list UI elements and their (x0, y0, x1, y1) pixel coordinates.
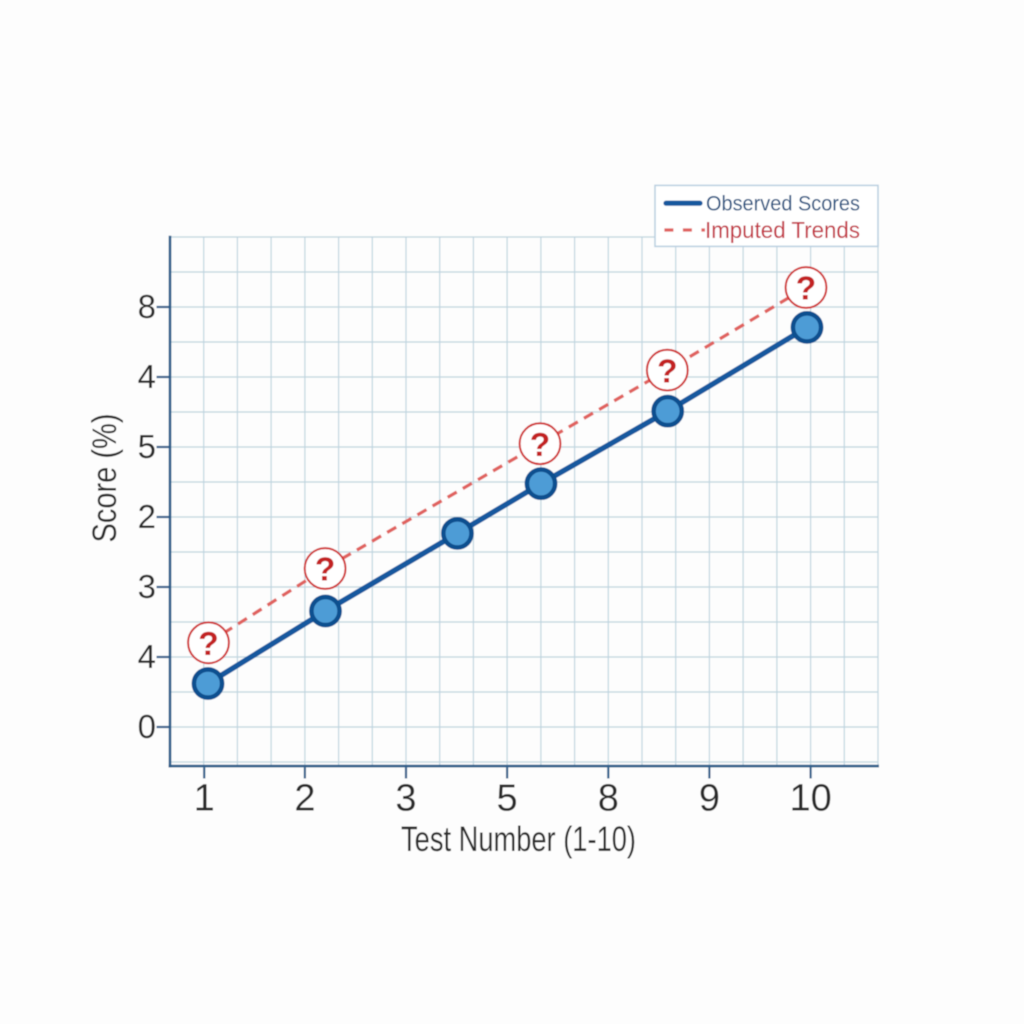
svg-text:2: 2 (138, 498, 156, 535)
svg-text:?: ? (198, 626, 218, 663)
svg-text:3: 3 (138, 568, 156, 605)
svg-text:0: 0 (138, 708, 156, 745)
svg-text:Test Number (1-10): Test Number (1-10) (401, 820, 636, 859)
svg-text:8: 8 (138, 288, 156, 325)
svg-text:4: 4 (138, 358, 156, 395)
svg-text:8: 8 (598, 778, 619, 820)
svg-text:?: ? (657, 353, 677, 390)
svg-text:Score (%): Score (%) (86, 414, 124, 543)
svg-text:?: ? (315, 552, 335, 589)
svg-text:2: 2 (294, 778, 315, 820)
svg-text:?: ? (796, 271, 816, 308)
svg-text:4: 4 (138, 638, 156, 675)
svg-text:5: 5 (138, 428, 156, 465)
svg-text:3: 3 (395, 778, 416, 820)
svg-text:Observed Scores: Observed Scores (706, 193, 860, 216)
svg-text:9: 9 (699, 778, 720, 820)
svg-text:?: ? (530, 427, 550, 464)
svg-text:5: 5 (497, 778, 518, 820)
svg-text:Imputed Trends: Imputed Trends (705, 217, 860, 243)
svg-text:1: 1 (194, 778, 215, 820)
svg-text:10: 10 (789, 778, 831, 820)
